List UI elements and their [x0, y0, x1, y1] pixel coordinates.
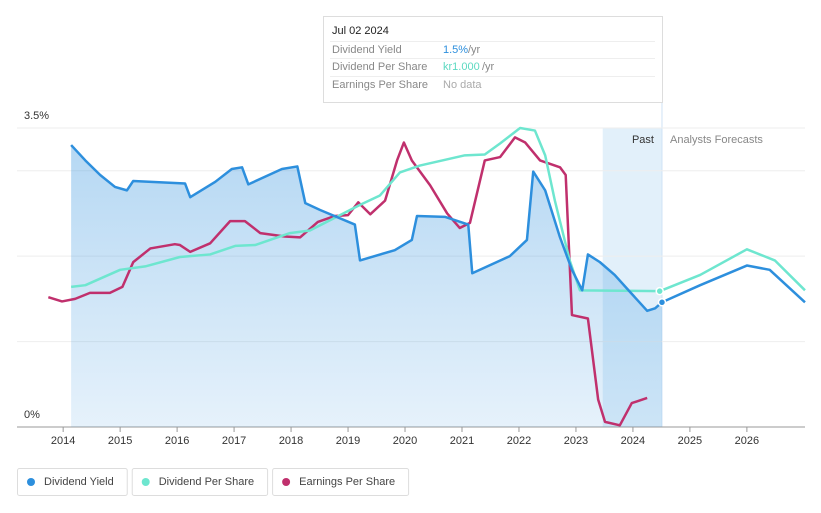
point [657, 298, 667, 307]
x-tick-label: 2016 [165, 435, 189, 447]
legend-button[interactable] [131, 468, 269, 496]
legend-item[interactable]: Dividend Yield [17, 468, 128, 496]
legend-item[interactable]: Dividend Per Share [131, 468, 269, 496]
legend-swatch [282, 478, 291, 486]
x-tick-label: 2020 [393, 435, 417, 447]
legend-label: Earnings Per Share [299, 476, 395, 488]
tooltip-label: Dividend Yield [332, 44, 402, 56]
past-label: Past [632, 134, 654, 146]
x-tick-label: 2019 [336, 435, 360, 447]
plot [47, 126, 806, 428]
x-tick-label: 2017 [222, 435, 246, 447]
tooltip-value: No data [443, 79, 482, 91]
x-tick-label: 2021 [450, 435, 474, 447]
legend-label: Dividend Per Share [159, 476, 254, 488]
legend-swatch [141, 478, 150, 486]
x-tick-label: 2024 [621, 435, 645, 447]
tooltip-value: 1.5% [443, 44, 468, 56]
forecast-label: Analysts Forecasts [670, 134, 763, 146]
tooltip-label: Dividend Per Share [332, 61, 427, 73]
line [70, 144, 806, 313]
line [47, 136, 648, 427]
legend: Dividend Yield Dividend Per Share Earnings… [17, 468, 410, 496]
area [71, 145, 662, 428]
x-tick-label: 2018 [279, 435, 303, 447]
legend-button[interactable] [272, 468, 410, 496]
y-tick-label: 0% [24, 409, 40, 421]
legend-swatch [27, 478, 35, 486]
tooltip-value: kr1.000 [443, 61, 480, 73]
axis: 0% 3.5% 2014 2015 2016 2017 2018 2019 2020 2021 20… [24, 110, 759, 447]
tooltip-date: Jul 02 2024 [332, 25, 389, 37]
legend-label: Dividend Yield [44, 476, 114, 488]
x-tick-label: 2026 [735, 435, 759, 447]
x-tick-label: 2014 [51, 435, 75, 447]
x-tick-label: 2022 [507, 435, 531, 447]
tooltip-unit: /yr [482, 61, 495, 73]
tooltip-label: Earnings Per Share [332, 79, 428, 91]
tooltip: Jul 02 2024 Dividend Yield 1.5% /yr Divi… [323, 16, 663, 103]
x-tick-label: 2015 [108, 435, 132, 447]
y-tick-label: 3.5% [24, 110, 49, 122]
legend-button[interactable] [17, 468, 128, 496]
x-tick-label: 2025 [678, 435, 702, 447]
line [70, 126, 806, 293]
tooltip-box [323, 16, 663, 103]
point [655, 286, 664, 296]
x-tick-label: 2023 [564, 435, 588, 447]
tooltip-unit: /yr [468, 44, 481, 56]
legend-item[interactable]: Earnings Per Share [272, 468, 410, 496]
